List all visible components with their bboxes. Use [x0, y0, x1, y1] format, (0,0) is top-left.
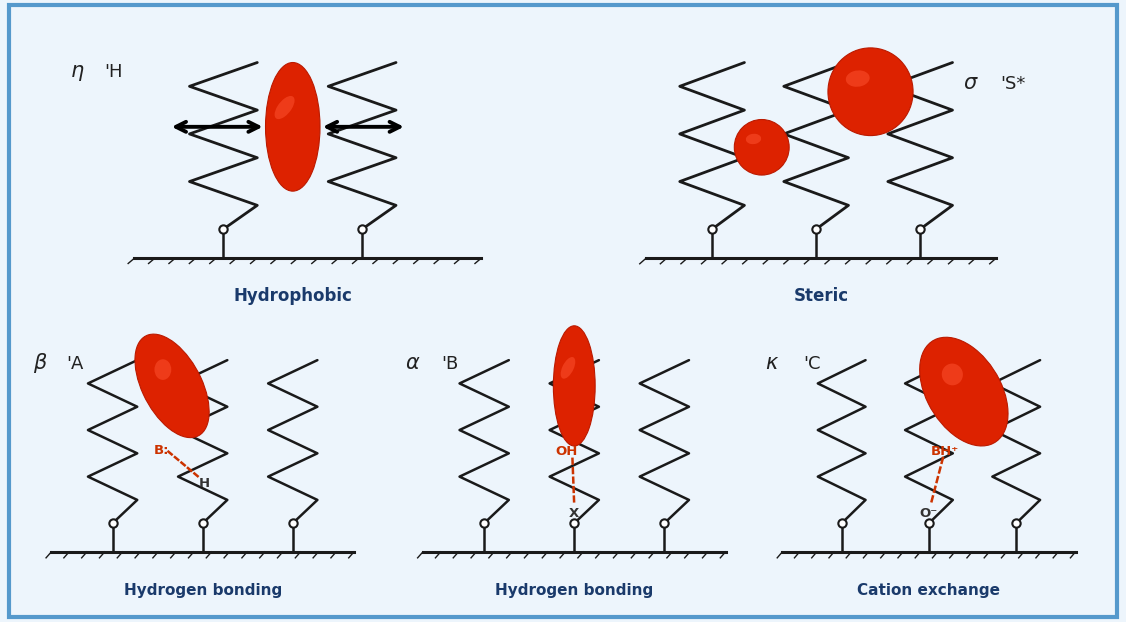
Text: $\eta$: $\eta$ — [70, 63, 84, 83]
Text: 'S*: 'S* — [1001, 75, 1026, 93]
Text: Hydrogen bonding: Hydrogen bonding — [495, 583, 653, 598]
Text: Hydrophobic: Hydrophobic — [233, 287, 352, 305]
Text: $\kappa$: $\kappa$ — [765, 353, 779, 373]
Text: O⁻: O⁻ — [920, 507, 938, 520]
Ellipse shape — [275, 96, 295, 119]
Text: H: H — [199, 476, 211, 490]
Text: BH⁺: BH⁺ — [930, 445, 958, 458]
Text: 'C: 'C — [803, 355, 821, 373]
Ellipse shape — [266, 62, 320, 191]
Text: 'A: 'A — [65, 355, 83, 373]
Ellipse shape — [828, 48, 913, 136]
Text: Hydrogen bonding: Hydrogen bonding — [124, 583, 282, 598]
Text: Steric: Steric — [794, 287, 848, 305]
FancyBboxPatch shape — [9, 5, 1117, 617]
Ellipse shape — [846, 70, 869, 87]
Ellipse shape — [941, 364, 963, 385]
Ellipse shape — [745, 134, 761, 144]
Ellipse shape — [553, 326, 596, 446]
Ellipse shape — [154, 360, 171, 380]
Text: 'H: 'H — [105, 63, 123, 81]
Text: Cation exchange: Cation exchange — [858, 583, 1000, 598]
Text: $\beta$: $\beta$ — [34, 351, 48, 374]
Text: $\alpha$: $\alpha$ — [405, 353, 420, 373]
Text: X: X — [569, 507, 580, 520]
Ellipse shape — [734, 119, 789, 175]
Ellipse shape — [135, 334, 209, 438]
Ellipse shape — [561, 357, 575, 379]
Text: $\sigma$: $\sigma$ — [963, 73, 978, 93]
Text: 'B: 'B — [441, 355, 458, 373]
Text: B:: B: — [153, 443, 169, 457]
Ellipse shape — [920, 337, 1008, 446]
Text: OH: OH — [556, 445, 579, 458]
